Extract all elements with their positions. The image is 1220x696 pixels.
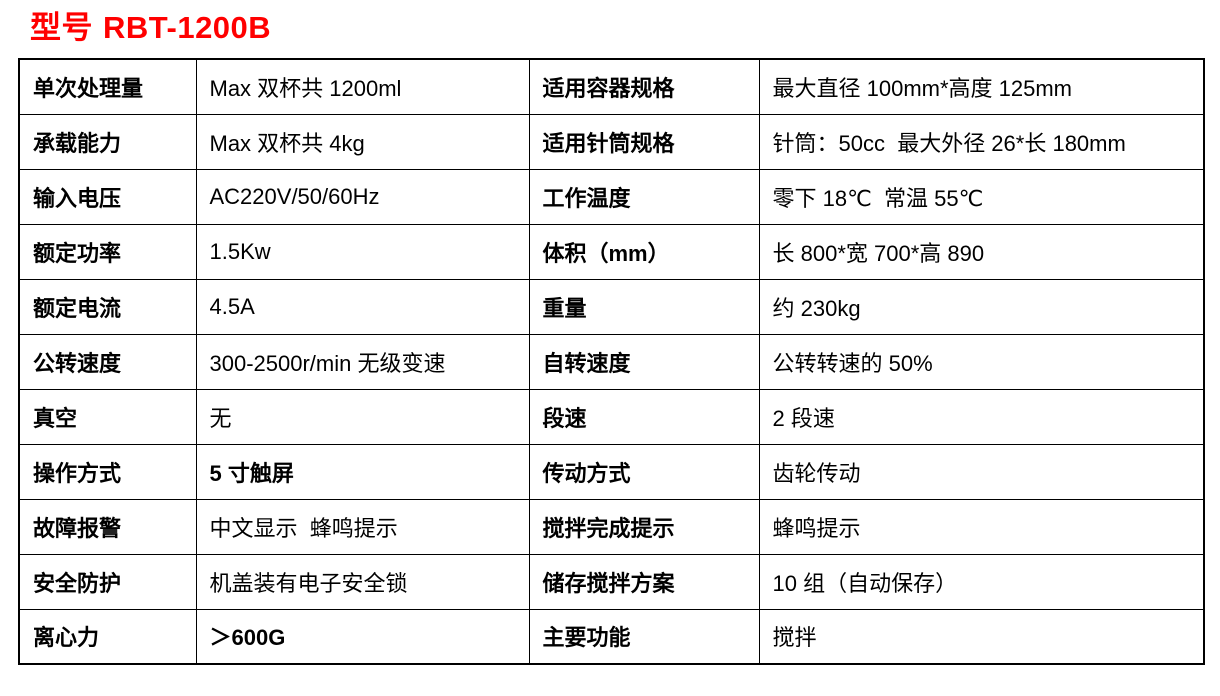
row-label: 单次处理量 [18, 58, 197, 115]
row-value: 4.5A [195, 278, 530, 335]
row-value: 搅拌 [758, 608, 1205, 665]
row-label: 适用针筒规格 [528, 113, 760, 170]
spec-row: 额定功率 1.5Kw 体积（mm）长 800*宽 700*高 890 [18, 223, 1205, 280]
row-value: 公转转速的 50% [758, 333, 1205, 390]
row-label: 真空 [18, 388, 197, 445]
row-label: 体积（mm） [528, 223, 760, 280]
spec-row: 单次处理量 Max 双杯共 1200ml 适用容器规格 最大直径 100mm*高度 1… [18, 58, 1205, 115]
row-label: 主要功能 [528, 608, 760, 665]
row-value: AC220V/50/60Hz [195, 168, 530, 225]
row-value: 机盖装有电子安全锁 [195, 553, 530, 610]
spec-row: 额定电流 4.5A 重量约 230kg [18, 278, 1205, 335]
row-value: 最大直径 100mm*高度 125mm [758, 58, 1205, 115]
row-value: 中文显示 蜂鸣提示 [195, 498, 530, 555]
row-value: 约 230kg [758, 278, 1205, 335]
row-label: 额定电流 [18, 278, 197, 335]
spec-row: 公转速度 300-2500r/min 无级变速 自转速度 公转转速的 50% [18, 333, 1205, 390]
row-label: 承载能力 [18, 113, 197, 170]
row-label: 输入电压 [18, 168, 197, 225]
row-label: 故障报警 [18, 498, 197, 555]
row-label: 储存搅拌方案 [528, 553, 760, 610]
spec-table-body: 单次处理量 Max 双杯共 1200ml 适用容器规格 最大直径 100mm*高度 1… [18, 58, 1205, 665]
title-model-label: 型号 [30, 10, 93, 45]
row-label: 搅拌完成提示 [528, 498, 760, 555]
row-value: 无 [195, 388, 530, 445]
row-value: 10 组（自动保存） [758, 553, 1205, 610]
spec-row: 故障报警 中文显示 蜂鸣提示 搅拌完成提示 蜂鸣提示 [18, 498, 1205, 555]
row-label: 额定功率 [18, 223, 197, 280]
row-value: 2 段速 [758, 388, 1205, 445]
spec-row: 操作方式 5 寸触屏 传动方式 齿轮传动 [18, 443, 1205, 500]
spec-row: 离心力 ＞600G 主要功能 搅拌 [18, 608, 1205, 665]
row-label: 工作温度 [528, 168, 760, 225]
row-label: 适用容器规格 [528, 58, 760, 115]
spec-table: 单次处理量 Max 双杯共 1200ml 适用容器规格 最大直径 100mm*高度 1… [18, 58, 1205, 665]
spec-row: 输入电压 AC220V/50/60Hz 工作温度 零下 18℃ 常温 55℃ [18, 168, 1205, 225]
row-value: 1.5Kw [195, 223, 530, 280]
row-label: 公转速度 [18, 333, 197, 390]
spec-row: 承载能力 Max 双杯共 4kg 适用针筒规格 针筒：50cc 最大外径 26*长 1… [18, 113, 1205, 170]
page-title: 型号 RBT-1200B [30, 6, 1220, 50]
title-model-number: RBT-1200B [103, 10, 272, 45]
row-label: 安全防护 [18, 553, 197, 610]
spec-row: 安全防护 机盖装有电子安全锁 储存搅拌方案 10 组（自动保存） [18, 553, 1205, 610]
row-value: Max 双杯共 1200ml [195, 58, 530, 115]
row-label: 离心力 [18, 608, 197, 665]
row-label: 自转速度 [528, 333, 760, 390]
row-value: Max 双杯共 4kg [195, 113, 530, 170]
row-value: 齿轮传动 [758, 443, 1205, 500]
row-value: 针筒：50cc 最大外径 26*长 180mm [758, 113, 1205, 170]
row-value: 300-2500r/min 无级变速 [195, 333, 530, 390]
row-value: 5 寸触屏 [195, 443, 530, 500]
row-value: 蜂鸣提示 [758, 498, 1205, 555]
row-label: 段速 [528, 388, 760, 445]
spec-row: 真空无段速 2 段速 [18, 388, 1205, 445]
row-value: 长 800*宽 700*高 890 [758, 223, 1205, 280]
row-value: ＞600G [195, 608, 530, 665]
row-label: 操作方式 [18, 443, 197, 500]
row-label: 传动方式 [528, 443, 760, 500]
row-value: 零下 18℃ 常温 55℃ [758, 168, 1205, 225]
row-label: 重量 [528, 278, 760, 335]
